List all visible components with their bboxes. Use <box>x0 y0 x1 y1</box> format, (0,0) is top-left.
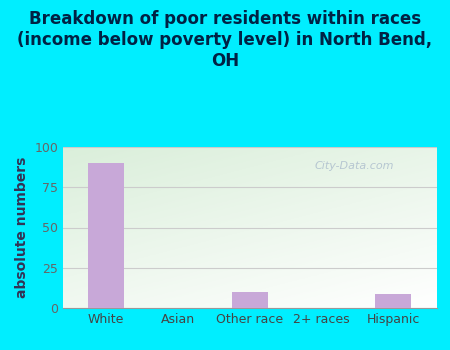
Text: City-Data.com: City-Data.com <box>315 161 394 171</box>
Bar <box>375 294 411 308</box>
Bar <box>232 292 268 308</box>
Bar <box>88 163 124 308</box>
Text: Breakdown of poor residents within races
(income below poverty level) in North B: Breakdown of poor residents within races… <box>18 10 432 70</box>
Y-axis label: absolute numbers: absolute numbers <box>15 157 29 298</box>
